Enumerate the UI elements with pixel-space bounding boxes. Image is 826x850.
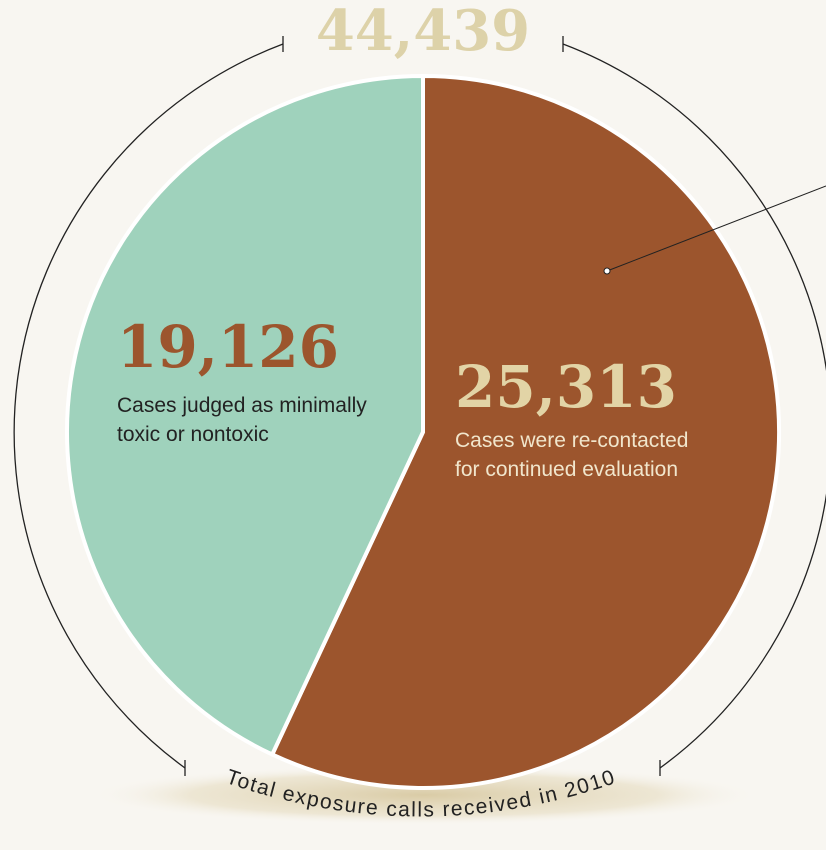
slice-value-label: 25,313 bbox=[455, 353, 677, 421]
slice-description-line: Cases judged as minimally bbox=[117, 394, 367, 417]
total-value: 44,439 bbox=[316, 0, 530, 64]
slice-value-label: 19,126 bbox=[117, 313, 339, 381]
slice-description-line: for continued evaluation bbox=[455, 458, 678, 481]
leader-dot bbox=[604, 268, 610, 274]
slice-description-line: toxic or nontoxic bbox=[117, 423, 269, 446]
slice-description-line: Cases were re-contacted bbox=[455, 429, 688, 452]
